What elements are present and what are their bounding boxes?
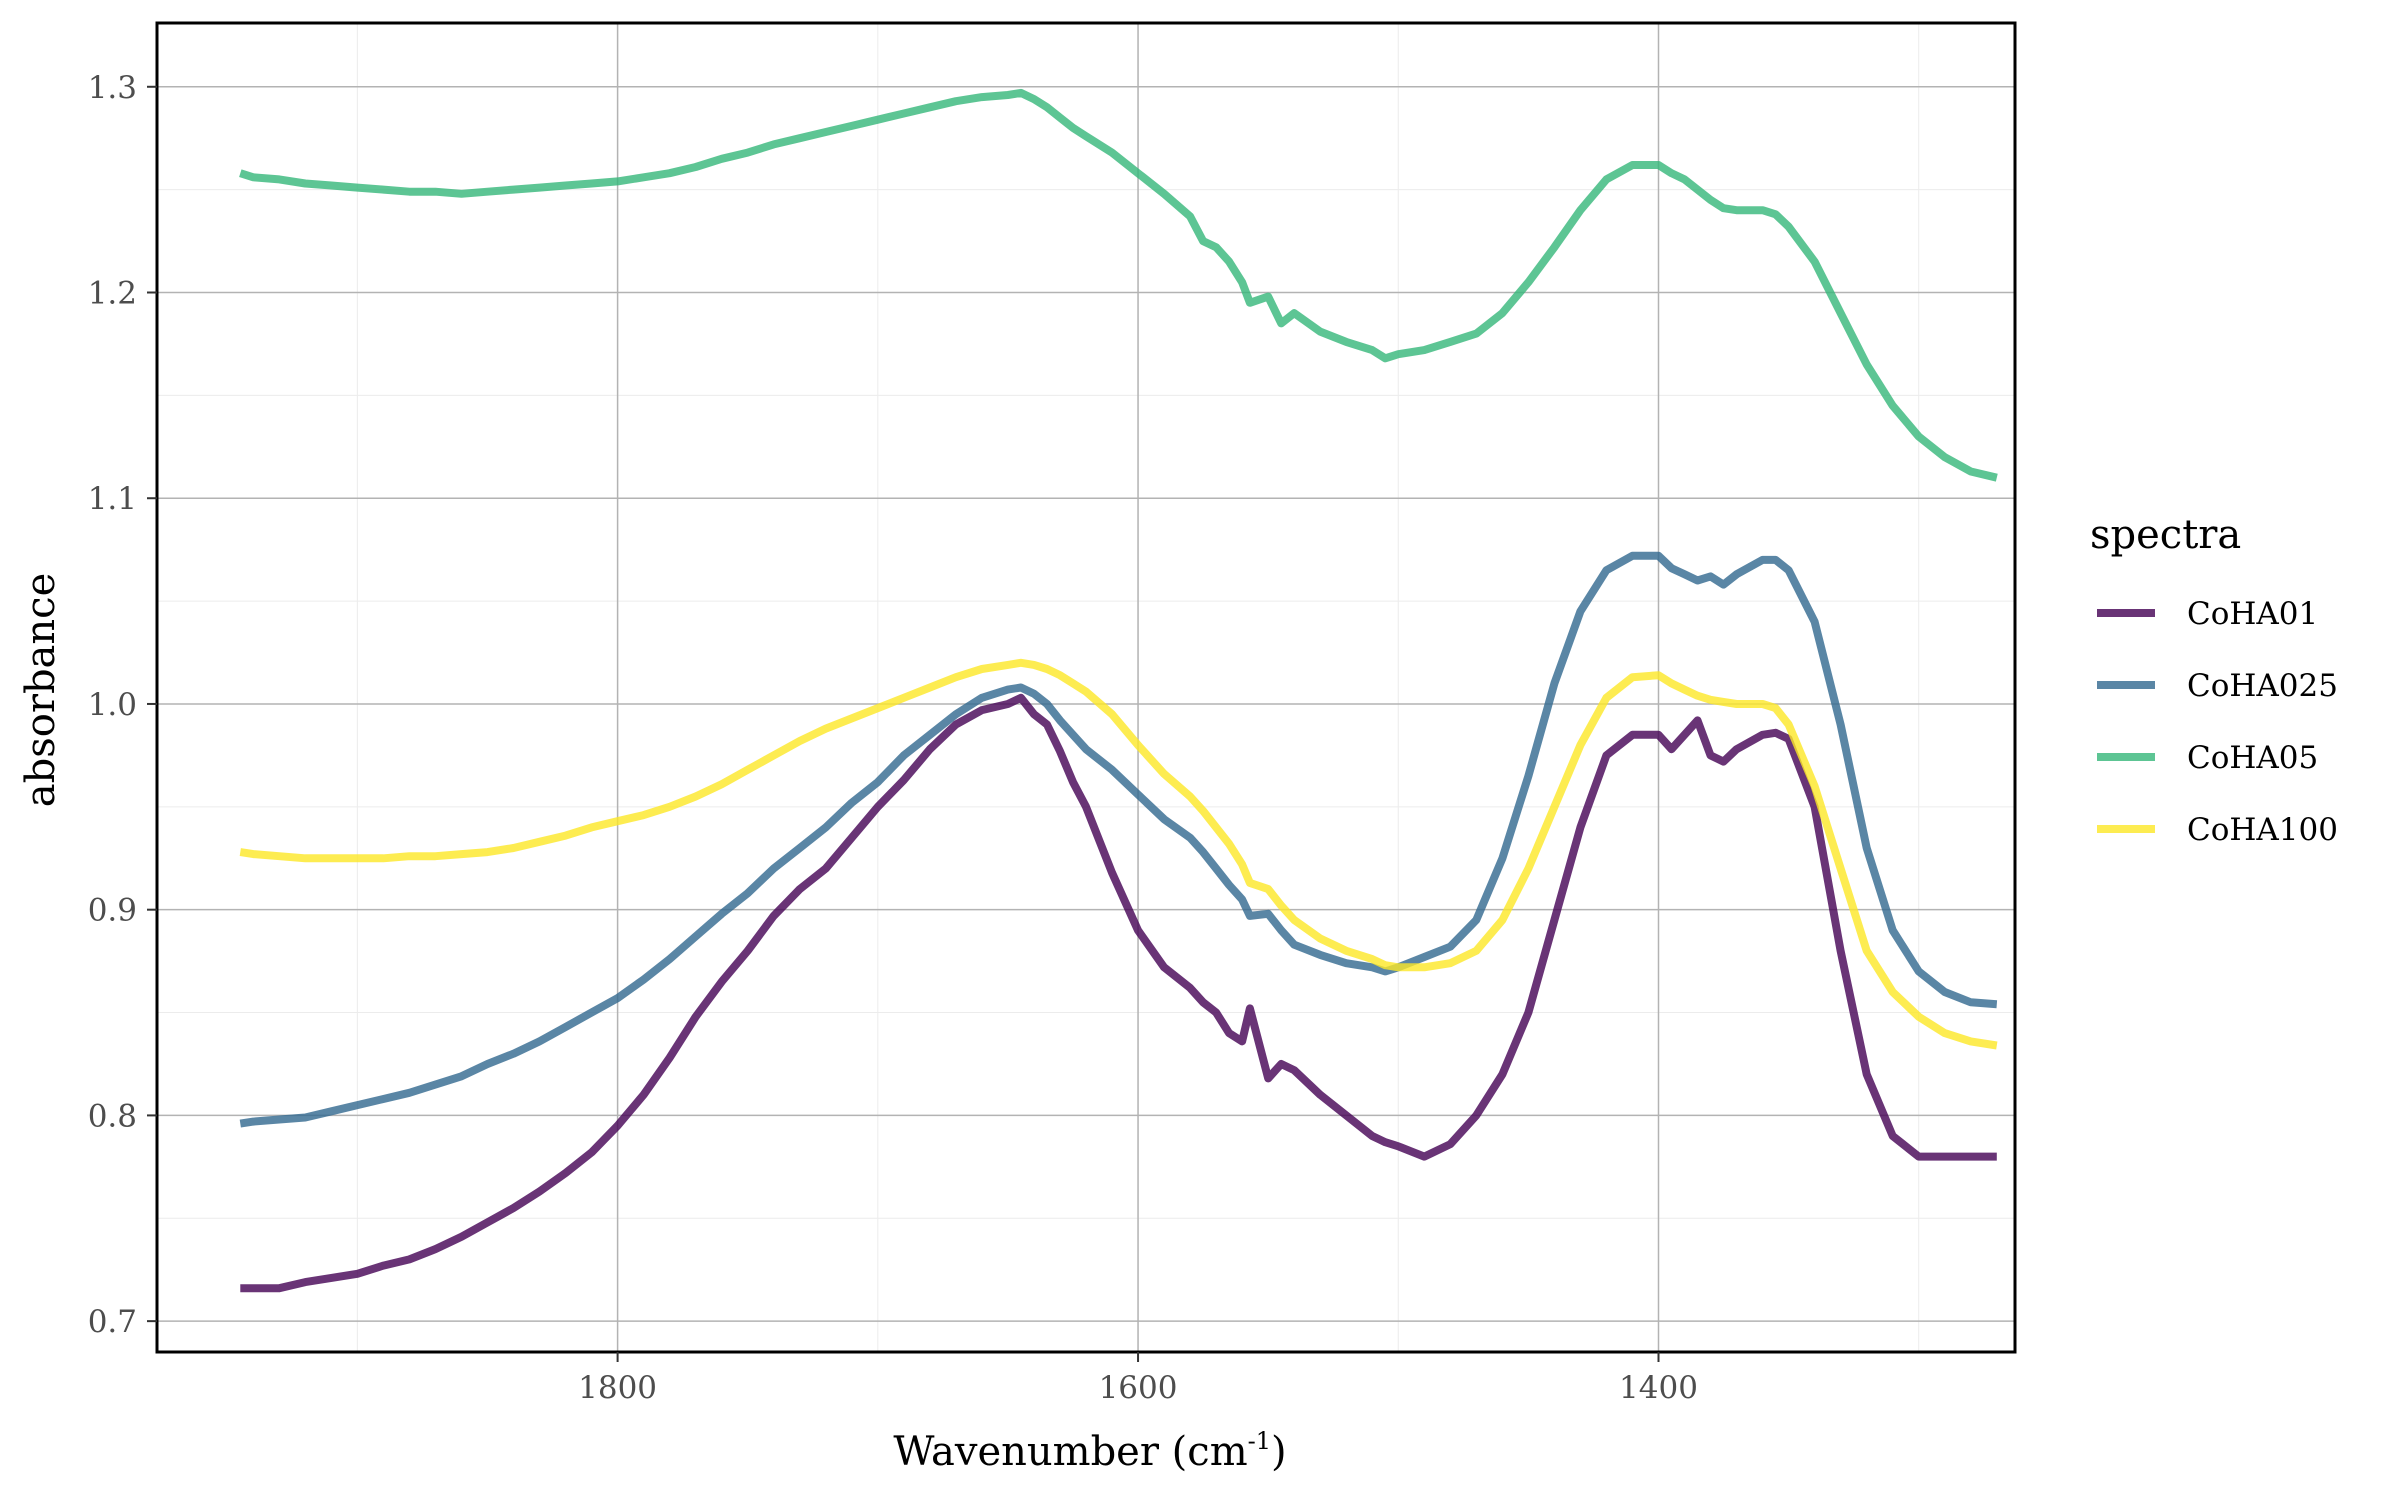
y-tick-label: 1.3 [88, 70, 137, 106]
y-tick-label: 0.7 [88, 1304, 137, 1340]
series-line-coha05 [239, 88, 1998, 482]
legend-title: spectra [2090, 512, 2241, 558]
legend-label-coha025: CoHA025 [2187, 668, 2338, 704]
axis-ticks: 1800 1600 1400 0.7 0.8 0.9 1.0 1.1 1.2 1.3 [88, 70, 1698, 1406]
legend: spectra CoHA01 CoHA025 CoHA05 CoHA100 [2090, 512, 2338, 848]
minor-gridlines [157, 23, 2015, 1352]
series-line-coha025 [239, 551, 1998, 1128]
series-line-coha01 [240, 693, 1997, 1293]
x-tick-label: 1600 [1099, 1370, 1178, 1406]
legend-label-coha100: CoHA100 [2187, 812, 2338, 848]
x-axis-label: Wavenumber (cm-1) [893, 1427, 1286, 1475]
y-tick-label: 0.9 [88, 893, 137, 929]
y-axis-label: absorbance [18, 573, 64, 807]
legend-label-coha05: CoHA05 [2187, 740, 2318, 776]
y-tick-label: 0.8 [88, 1098, 137, 1134]
series-lines [239, 88, 1998, 1293]
legend-label-coha01: CoHA01 [2187, 596, 2318, 632]
y-tick-label: 1.0 [88, 687, 137, 723]
y-tick-label: 1.2 [88, 276, 137, 312]
x-tick-label: 1800 [578, 1370, 657, 1406]
series-line-coha100 [239, 658, 1998, 1050]
legend-items: CoHA01 CoHA025 CoHA05 CoHA100 [2097, 596, 2338, 848]
x-tick-label: 1400 [1619, 1370, 1698, 1406]
plot-panel-border [155, 21, 2017, 1354]
y-tick-label: 1.1 [88, 481, 137, 517]
